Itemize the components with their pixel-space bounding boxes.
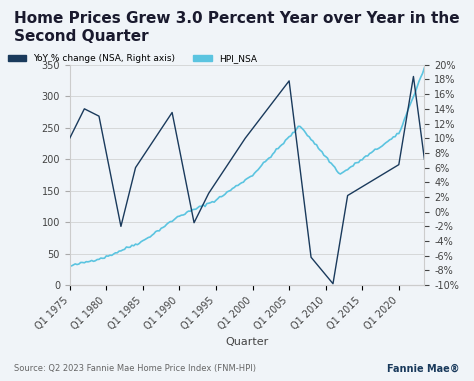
Legend: YoY % change (NSA, Right axis), HPI_NSA: YoY % change (NSA, Right axis), HPI_NSA (5, 50, 260, 66)
X-axis label: Quarter: Quarter (226, 337, 269, 347)
Text: Fannie Mae®: Fannie Mae® (387, 363, 460, 373)
Text: Home Prices Grew 3.0 Percent Year over Year in the Second Quarter: Home Prices Grew 3.0 Percent Year over Y… (14, 11, 460, 44)
Text: Source: Q2 2023 Fannie Mae Home Price Index (FNM-HPI): Source: Q2 2023 Fannie Mae Home Price In… (14, 364, 256, 373)
